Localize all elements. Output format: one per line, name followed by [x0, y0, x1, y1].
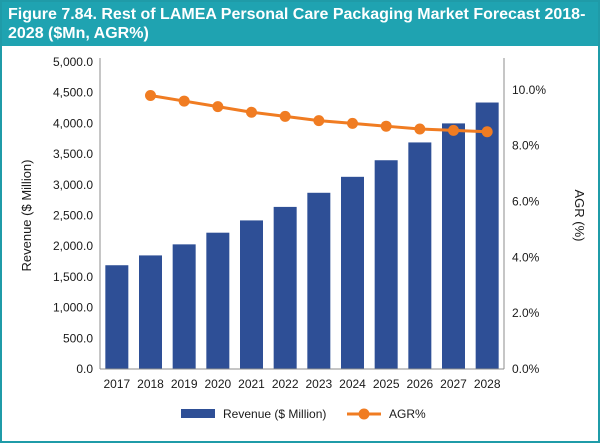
- right-axis-ticks: 0.0% 2.0% 4.0% 6.0% 8.0% 10.0%: [512, 83, 546, 376]
- y-tick-label: 3,000.0: [53, 178, 93, 192]
- x-tick-label: 2021: [238, 377, 265, 391]
- revenue-bar: [374, 160, 398, 369]
- axes: [99, 58, 505, 370]
- x-tick-label: 2018: [137, 377, 164, 391]
- right-axis-title: AGR (%): [572, 190, 587, 242]
- agr-point: [347, 117, 358, 129]
- agr-point: [380, 120, 392, 132]
- y2-tick-label: 2.0%: [512, 306, 540, 320]
- agr-point: [481, 126, 493, 138]
- revenue-bars: [105, 102, 499, 370]
- figure-title: Figure 7.84. Rest of LAMEA Personal Care…: [8, 6, 586, 42]
- left-axis-title: Revenue ($ Million): [19, 160, 34, 272]
- y2-tick-label: 6.0%: [512, 195, 540, 209]
- x-tick-label: 2027: [440, 377, 467, 391]
- y-tick-label: 3,500.0: [53, 147, 93, 161]
- x-tick-label: 2017: [103, 377, 130, 391]
- x-tick-label: 2025: [373, 377, 400, 391]
- y-tick-label: 2,000.0: [53, 239, 93, 253]
- revenue-bar: [341, 176, 364, 369]
- revenue-bar: [442, 123, 465, 370]
- y-tick-label: 1,000.0: [53, 301, 93, 315]
- revenue-bar: [475, 102, 499, 370]
- title-bar: Figure 7.84. Rest of LAMEA Personal Care…: [2, 2, 598, 46]
- revenue-bar: [307, 192, 331, 369]
- legend: Revenue ($ Million) AGR%: [181, 407, 426, 421]
- agr-point: [414, 123, 426, 135]
- x-tick-label: 2023: [305, 377, 332, 391]
- agr-line-series: [145, 89, 493, 138]
- x-tick-label: 2020: [204, 377, 231, 391]
- y2-tick-label: 10.0%: [512, 83, 546, 97]
- y-tick-label: 0.0: [76, 362, 93, 376]
- y2-tick-label: 0.0%: [512, 362, 540, 376]
- revenue-bar: [206, 232, 230, 369]
- revenue-bar: [408, 142, 432, 369]
- y2-tick-label: 8.0%: [512, 139, 540, 153]
- y-tick-label: 4,000.0: [53, 116, 93, 130]
- y-tick-label: 5,000.0: [53, 55, 93, 69]
- y-tick-label: 1,500.0: [53, 270, 93, 284]
- legend-label-revenue: Revenue ($ Million): [223, 407, 326, 421]
- x-axis-ticks: 2017 2018 2019 2020 2021 2022 2023 2024 2025 2026…: [103, 377, 500, 391]
- agr-point: [246, 106, 257, 118]
- revenue-bar: [240, 220, 263, 369]
- left-axis-ticks: 0.0 500.0 1,000.0 1,500.0 2,000.0 2,500.0 3,00…: [53, 55, 93, 376]
- y-tick-label: 2,500.0: [53, 209, 93, 223]
- revenue-bar: [105, 265, 129, 369]
- legend-marker: [358, 408, 370, 420]
- agr-line: [150, 94, 488, 134]
- y2-tick-label: 4.0%: [512, 250, 540, 264]
- x-tick-label: 2022: [272, 377, 299, 391]
- x-tick-label: 2024: [339, 377, 366, 391]
- agr-point: [448, 124, 459, 136]
- x-tick-label: 2026: [406, 377, 433, 391]
- agr-point: [212, 101, 224, 113]
- x-tick-label: 2019: [171, 377, 198, 391]
- legend-bar-swatch: [181, 409, 215, 418]
- y-tick-label: 4,500.0: [53, 86, 93, 100]
- agr-point: [145, 89, 156, 101]
- revenue-bar: [139, 255, 162, 369]
- x-tick-label: 2028: [474, 377, 501, 391]
- revenue-bar: [273, 206, 297, 369]
- agr-point: [178, 95, 190, 107]
- legend-label-agr: AGR%: [389, 407, 426, 421]
- y-tick-label: 500.0: [63, 331, 93, 345]
- agr-point: [313, 115, 325, 127]
- revenue-bar: [172, 244, 196, 369]
- agr-point: [279, 110, 291, 122]
